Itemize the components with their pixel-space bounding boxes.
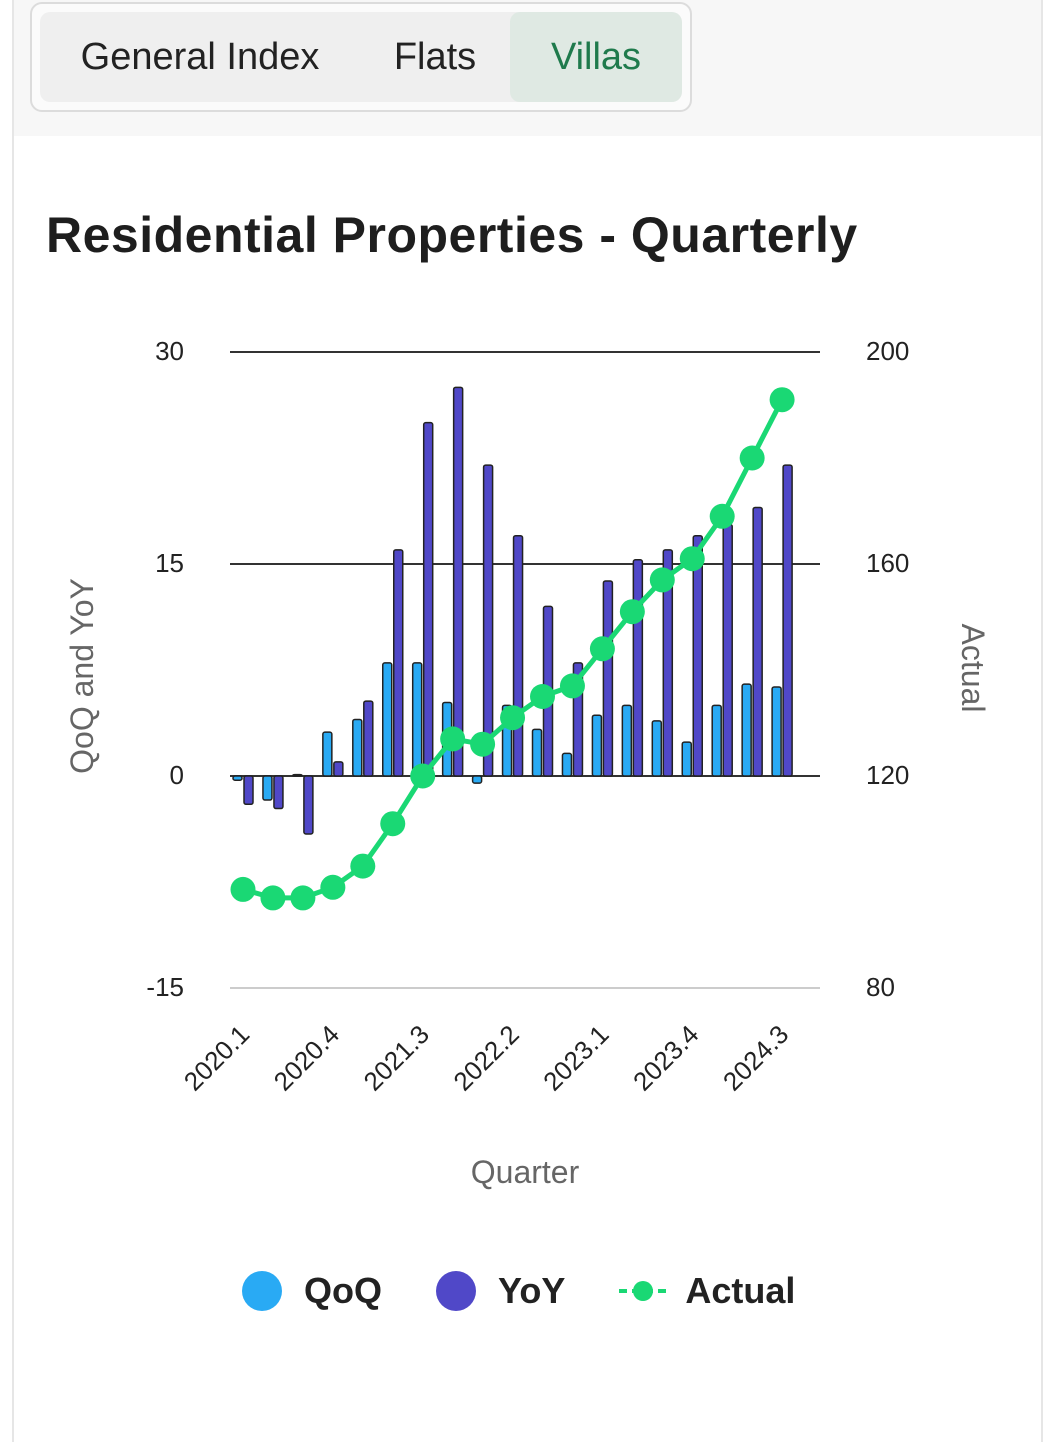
bar-yoy bbox=[303, 775, 314, 835]
panel-border bbox=[12, 0, 1043, 1442]
bar-qoq bbox=[711, 704, 722, 777]
chart-legend: QoQ YoY Actual bbox=[242, 1270, 849, 1312]
point-actual bbox=[260, 885, 286, 911]
bar-yoy bbox=[243, 775, 254, 806]
bar-yoy bbox=[692, 534, 703, 777]
bar-yoy bbox=[512, 534, 524, 777]
bar-qoq bbox=[322, 731, 333, 777]
x-tick-label: 2020.1 bbox=[178, 1019, 255, 1096]
bar-qoq bbox=[411, 662, 423, 777]
point-actual bbox=[410, 763, 436, 789]
bar-yoy bbox=[782, 464, 793, 777]
bar-qoq bbox=[681, 741, 692, 777]
legend-item-actual[interactable]: Actual bbox=[619, 1270, 795, 1312]
legend-actual-marker bbox=[619, 1281, 668, 1301]
legend-item-qoq[interactable]: QoQ bbox=[242, 1270, 382, 1312]
point-actual bbox=[350, 853, 376, 879]
bar-qoq bbox=[531, 728, 543, 777]
y-left-tick-label: -15 bbox=[146, 972, 184, 1002]
point-actual bbox=[559, 673, 585, 699]
index-tabs: General Index Flats Villas bbox=[30, 2, 692, 112]
point-actual bbox=[500, 705, 526, 731]
point-actual bbox=[230, 876, 256, 902]
x-tick-label: 2020.4 bbox=[268, 1019, 345, 1096]
legend-yoy-label: YoY bbox=[498, 1270, 566, 1311]
bar-yoy bbox=[722, 523, 733, 777]
y-left-tick-label: 15 bbox=[155, 548, 184, 578]
bar-qoq bbox=[561, 752, 573, 777]
bar-qoq bbox=[232, 775, 243, 781]
point-actual bbox=[679, 546, 705, 572]
bar-qoq bbox=[651, 720, 663, 777]
y-right-axis-title: Actual bbox=[955, 624, 991, 713]
y-left-axis-title: QoQ and YoY bbox=[64, 578, 100, 774]
bar-yoy bbox=[482, 464, 494, 777]
legend-qoq-label: QoQ bbox=[304, 1270, 382, 1311]
tab-villas[interactable]: Villas bbox=[510, 12, 682, 102]
point-actual bbox=[440, 726, 466, 752]
bar-qoq bbox=[382, 662, 393, 777]
y-right-tick-label: 200 bbox=[866, 336, 909, 366]
x-axis-title: Quarter bbox=[471, 1154, 580, 1190]
tab-general-index[interactable]: General Index bbox=[80, 35, 320, 78]
bar-yoy bbox=[422, 421, 434, 777]
y-left-tick-label: 0 bbox=[170, 760, 184, 790]
point-actual bbox=[769, 387, 795, 413]
point-actual bbox=[649, 567, 675, 593]
x-tick-label: 2023.4 bbox=[627, 1019, 704, 1096]
y-right-tick-label: 80 bbox=[866, 972, 895, 1002]
bar-qoq bbox=[471, 775, 483, 784]
point-actual bbox=[290, 885, 316, 911]
chart-svg: -15 0 15 30 80 120 160 200 QoQ and YoY Actual Quar… bbox=[64, 336, 991, 1190]
x-tick-label: 2024.3 bbox=[717, 1019, 794, 1096]
point-actual bbox=[589, 636, 615, 662]
bar-yoy bbox=[602, 580, 614, 777]
x-tick-label: 2022.2 bbox=[447, 1019, 524, 1096]
bar-qoq bbox=[292, 773, 303, 777]
legend-yoy-marker bbox=[436, 1271, 476, 1311]
x-tick-label: 2021.3 bbox=[357, 1019, 434, 1096]
x-tick-label: 2023.1 bbox=[537, 1019, 614, 1096]
bar-qoq bbox=[352, 718, 363, 777]
bar-yoy bbox=[363, 700, 374, 777]
bar-qoq bbox=[591, 714, 603, 777]
point-actual bbox=[470, 731, 496, 757]
y-left-tick-label: 30 bbox=[155, 336, 184, 366]
bar-yoy bbox=[333, 761, 344, 777]
point-actual bbox=[320, 874, 346, 900]
point-actual bbox=[739, 445, 765, 471]
bar-yoy bbox=[273, 775, 284, 810]
legend-actual-label: Actual bbox=[685, 1270, 796, 1311]
legend-qoq-marker bbox=[242, 1271, 282, 1311]
y-right-tick-label: 160 bbox=[866, 548, 909, 578]
bar-yoy bbox=[632, 559, 644, 777]
bar-qoq bbox=[262, 775, 273, 801]
bar-qoq bbox=[621, 704, 633, 777]
tabs-inner: General Index Flats Villas bbox=[40, 12, 682, 102]
bar-yoy bbox=[662, 549, 674, 777]
chart-title: Residential Properties - Quarterly bbox=[46, 207, 858, 263]
bar-yoy bbox=[452, 386, 464, 777]
tab-flats[interactable]: Flats bbox=[393, 35, 477, 78]
legend-item-yoy[interactable]: YoY bbox=[436, 1270, 565, 1312]
point-actual bbox=[530, 684, 555, 709]
point-actual bbox=[380, 811, 406, 837]
bar-yoy bbox=[752, 506, 763, 777]
bar-yoy bbox=[393, 549, 404, 777]
point-actual bbox=[709, 503, 735, 529]
bar-qoq bbox=[741, 683, 752, 777]
y-right-tick-label: 120 bbox=[866, 760, 909, 790]
bar-qoq bbox=[771, 686, 782, 777]
point-actual bbox=[619, 599, 645, 625]
